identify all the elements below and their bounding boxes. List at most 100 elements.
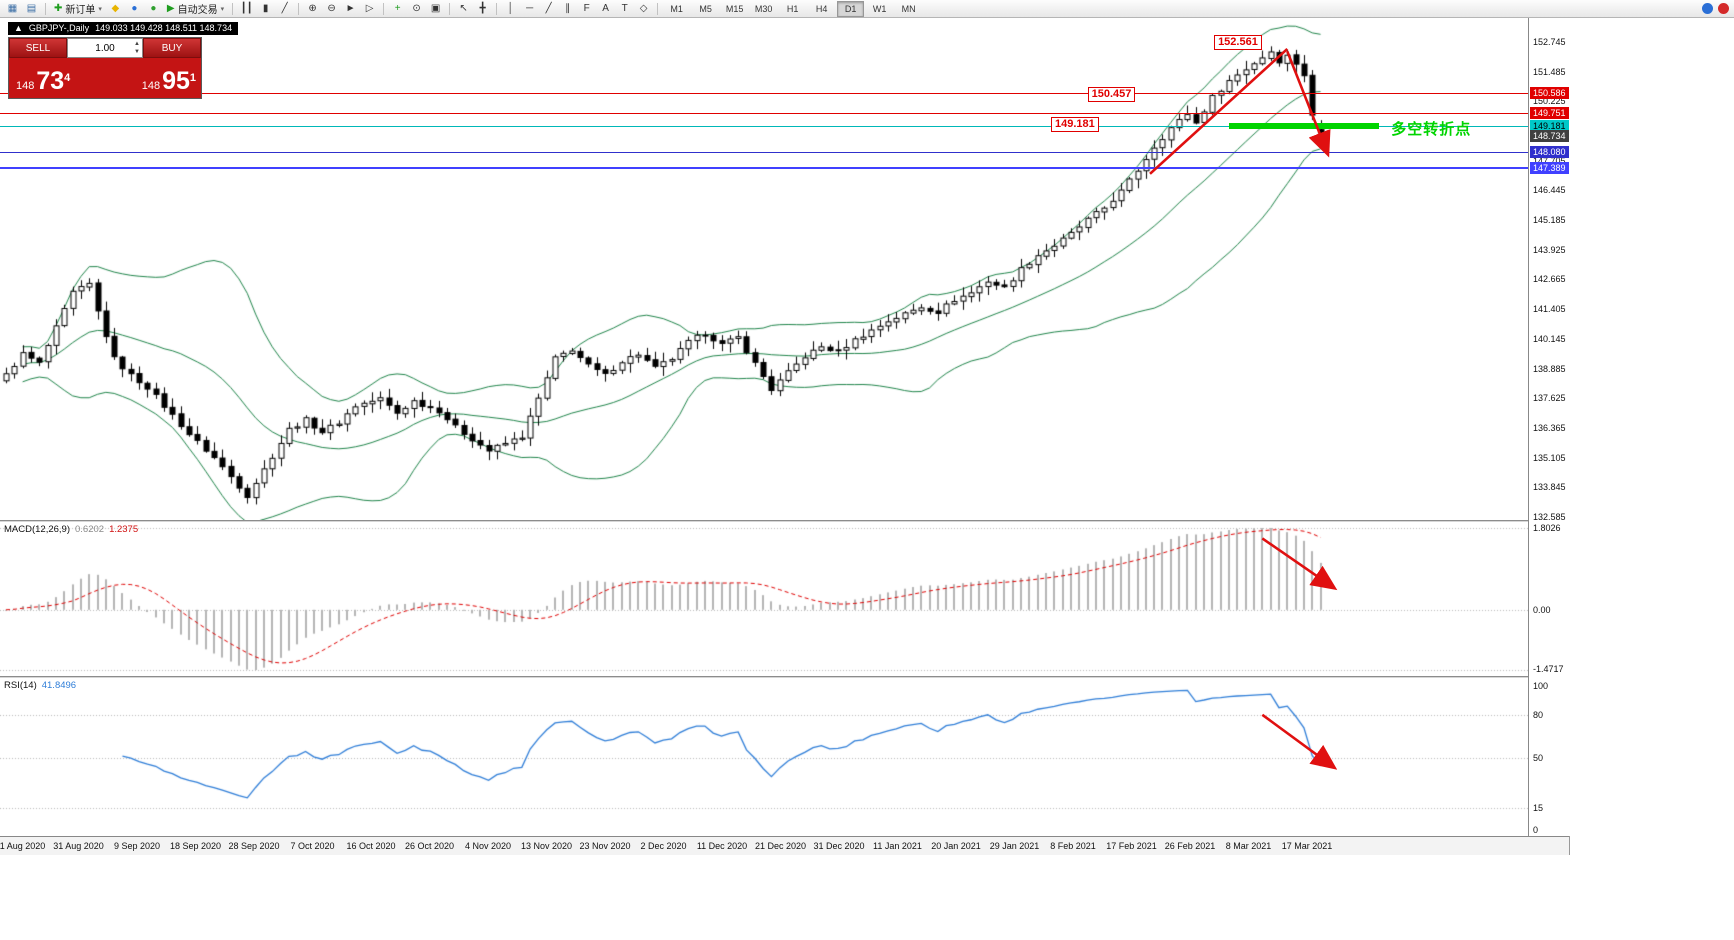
label-icon[interactable]: T [621, 2, 628, 14]
price-axis-tick: 136.365 [1533, 422, 1566, 433]
ask-prefix: 148 [141, 80, 161, 92]
templates-icon[interactable]: ▣ [430, 2, 441, 14]
zoom-in-icon[interactable]: ⊕ [308, 2, 317, 14]
toolbar-separator [657, 2, 659, 15]
indicators-add-icon[interactable]: + [394, 2, 401, 14]
one-click-collapse-icon[interactable]: ▲ [14, 23, 23, 33]
panel-separator[interactable] [0, 676, 1569, 678]
ask-price[interactable]: 148 95 1 [105, 58, 201, 98]
fibonacci-icon[interactable]: F [583, 2, 590, 14]
autotrading-button[interactable]: ▶ 自动交易 ▾ [163, 1, 228, 16]
rsi-axis-level: 80 [1533, 709, 1544, 720]
toolbar-separator [449, 2, 451, 15]
price-axis[interactable]: 152.745151.485150.225148.965147.705146.4… [1528, 18, 1570, 836]
volume-decrease-button[interactable]: ▼ [134, 49, 140, 55]
volume-input[interactable]: 1.00 ▲ ▼ [67, 38, 143, 58]
price-axis-tick: 142.665 [1533, 274, 1566, 285]
bid-price[interactable]: 148 73 4 [9, 58, 105, 98]
one-click-trading-panel: SELL 1.00 ▲ ▼ BUY 148 73 4 148 95 1 [8, 37, 202, 99]
price-chart-canvas[interactable] [0, 18, 1528, 520]
ask-big: 95 [162, 67, 190, 95]
line-chart-mode-icon[interactable]: ╱ [281, 2, 288, 14]
price-axis-tick: 132.585 [1533, 511, 1566, 522]
candlestick-mode-icon[interactable]: ▮ [262, 2, 269, 14]
shapes-icon[interactable]: ◇ [639, 2, 648, 14]
new-order-button-icon: ✚ [54, 3, 63, 14]
timeframe-m1-button[interactable]: M1 [670, 3, 683, 14]
macd-main-value: 0.6202 [75, 524, 105, 535]
date-axis-label: 20 Jan 2021 [931, 841, 981, 851]
date-axis-label: 28 Sep 2020 [228, 841, 280, 851]
auto-scroll-icon[interactable]: ► [345, 2, 356, 14]
price-axis-tick: 141.405 [1533, 304, 1566, 315]
dropdown-arrow-icon[interactable]: ▾ [98, 5, 102, 13]
rsi-value: 41.8496 [41, 680, 77, 691]
sell-button[interactable]: SELL [9, 38, 67, 58]
bid-big: 73 [36, 67, 65, 95]
toolbar-right-icons [1702, 3, 1729, 14]
panel-separator[interactable] [0, 520, 1569, 522]
horizontal-line-icon[interactable]: ─ [526, 2, 534, 14]
timeframe-w1-button[interactable]: W1 [872, 3, 887, 14]
date-axis-label: 21 Aug 2020 [0, 841, 46, 851]
price-axis-tick: 133.845 [1533, 482, 1566, 493]
channel-icon[interactable]: ∥ [565, 2, 571, 14]
lightning-icon[interactable]: ◆ [111, 2, 120, 14]
date-axis-label: 31 Aug 2020 [53, 841, 104, 851]
new-order-button-label: 新订单 [65, 5, 96, 16]
bar-chart-mode-icon[interactable]: ┃┃ [240, 2, 253, 14]
volume-value: 1.00 [95, 42, 115, 54]
date-axis-label: 9 Sep 2020 [113, 841, 161, 851]
chart-shift-icon[interactable]: ▷ [365, 2, 374, 14]
vertical-line-icon[interactable]: │ [507, 2, 514, 14]
time-axis[interactable]: 21 Aug 2020 31 Aug 2020 9 Sep 2020 18 Sep 2… [0, 836, 1569, 855]
buy-button[interactable]: BUY [143, 38, 201, 58]
chart-window: 多空转折点 152.561 150.457 149.181 ▲ GBPJPY-,Dai… [0, 18, 1570, 855]
date-axis-label: 17 Feb 2021 [1106, 841, 1157, 851]
rsi-axis-level: 15 [1533, 803, 1544, 814]
macd-name: MACD(12,26,9) [4, 524, 70, 535]
price-axis-tick: 152.745 [1533, 37, 1566, 47]
timeframe-m15-button[interactable]: M15 [725, 3, 744, 14]
macd-signal-value: 1.2375 [109, 524, 139, 535]
crosshair-icon[interactable]: ╋ [479, 2, 486, 14]
timeframe-h1-button[interactable]: H1 [786, 3, 799, 14]
chart-profiles-icon[interactable]: ▤ [26, 2, 37, 14]
ask-sup: 1 [189, 72, 196, 84]
volume-increase-button[interactable]: ▲ [134, 41, 140, 47]
new-order-button[interactable]: ✚ 新订单 ▾ [50, 1, 106, 16]
macd-axis-min: -1.4717 [1533, 664, 1564, 674]
timeframe-d1-button[interactable]: D1 [837, 0, 865, 17]
price-badge: 149.751 [1530, 106, 1569, 119]
timeframe-m5-button[interactable]: M5 [699, 3, 712, 14]
date-axis-label: 23 Nov 2020 [579, 841, 631, 851]
symbol-info-bar: ▲ GBPJPY-,Daily 149.033 149.428 148.511 … [8, 22, 239, 35]
price-axis-tick: 140.145 [1533, 333, 1566, 344]
status-red-icon[interactable] [1718, 3, 1729, 14]
date-axis-label: 26 Feb 2021 [1164, 841, 1216, 851]
date-axis-label: 16 Oct 2020 [346, 841, 396, 851]
price-badge: 148.734 [1530, 130, 1569, 143]
text-icon[interactable]: A [602, 2, 609, 14]
status-blue-icon[interactable] [1702, 3, 1713, 14]
timeframe-m30-button[interactable]: M30 [754, 3, 773, 14]
macd-axis-max: 1.8026 [1533, 523, 1561, 533]
rsi-indicator-canvas[interactable] [0, 678, 1528, 836]
cursor-icon[interactable]: ↖ [459, 2, 468, 14]
dropdown-arrow-icon[interactable]: ▾ [220, 5, 225, 13]
macd-indicator-canvas[interactable] [0, 522, 1528, 676]
ohlc-readout: 149.033 149.428 148.511 148.734 [95, 23, 233, 33]
price-axis-tick: 150.225 [1533, 96, 1566, 107]
navigator-icon[interactable]: ● [150, 2, 157, 14]
periods-icon[interactable]: ⊙ [412, 2, 421, 14]
trendline-icon[interactable]: ╱ [545, 2, 552, 14]
date-axis-label: 31 Dec 2020 [813, 841, 865, 851]
date-axis-label: 13 Nov 2020 [520, 841, 573, 851]
date-axis-label: 2 Dec 2020 [640, 841, 687, 851]
new-chart-icon[interactable]: ▦ [7, 2, 18, 14]
market-watch-icon[interactable]: ● [131, 2, 138, 14]
timeframe-mn-button[interactable]: MN [901, 3, 916, 14]
date-axis-label: 17 Mar 2021 [1281, 841, 1333, 851]
zoom-out-icon[interactable]: ⊖ [327, 2, 336, 14]
timeframe-h4-button[interactable]: H4 [815, 3, 828, 14]
